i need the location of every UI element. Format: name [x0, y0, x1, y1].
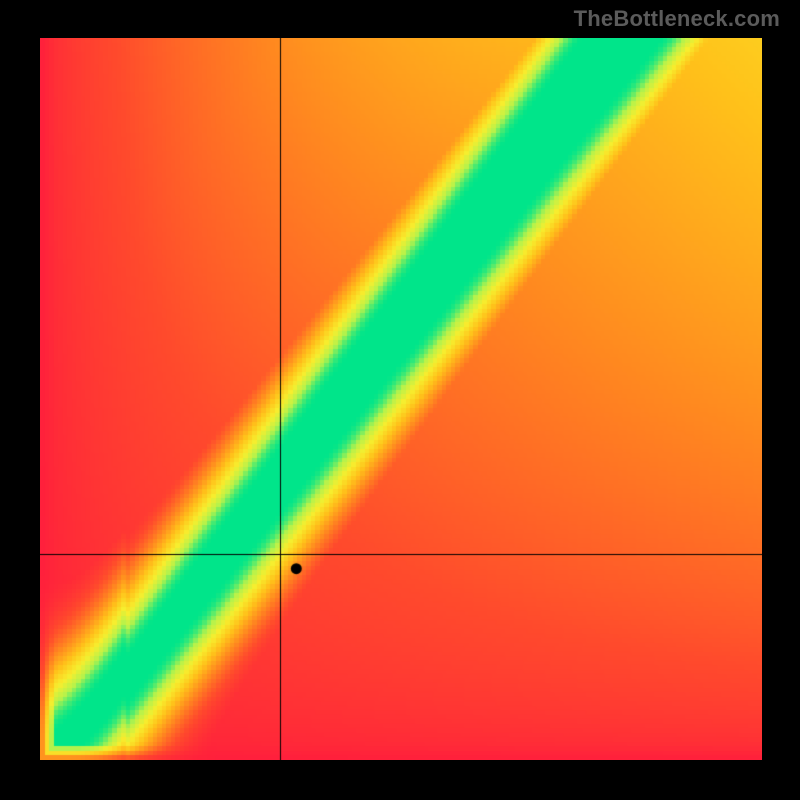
- heatmap-canvas: [40, 38, 762, 760]
- chart-container: TheBottleneck.com: [0, 0, 800, 800]
- watermark-text: TheBottleneck.com: [574, 6, 780, 32]
